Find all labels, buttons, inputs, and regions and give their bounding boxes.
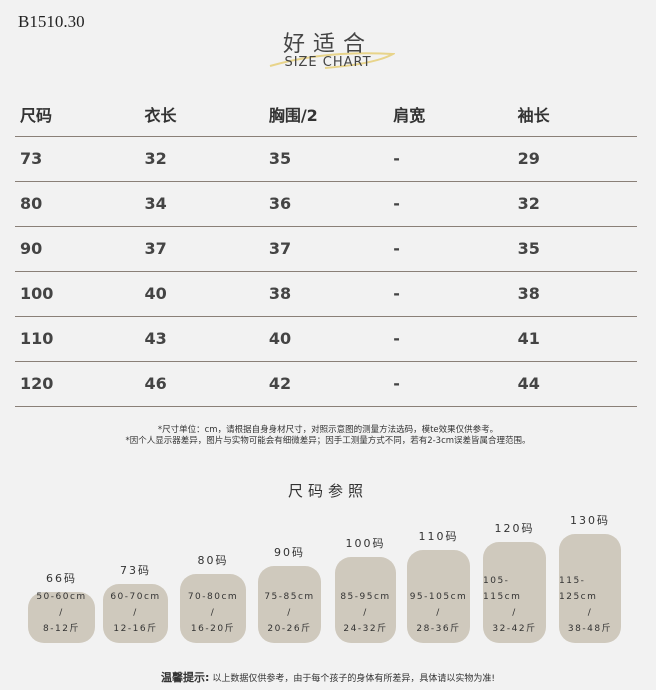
table-cell: 38 [512, 271, 637, 317]
table-row: 120 46 42-44 [15, 361, 637, 407]
table-cell: 37 [263, 226, 389, 272]
ref-weight: 20-26斤 [267, 624, 312, 634]
table-row: 110 43 40-41 [15, 316, 637, 362]
table-cell: 29 [512, 136, 637, 182]
size-label: 100码 [345, 537, 386, 550]
table-cell: 41 [512, 316, 637, 362]
ref-height: 50-60cm [36, 592, 87, 602]
product-code: B1510.30 [18, 12, 85, 31]
table-cell: - [388, 271, 513, 317]
table-cell: 32 [139, 136, 264, 182]
ref-sep: / [287, 608, 292, 618]
size-label: 120码 [494, 522, 535, 535]
col-header: 衣长 [139, 93, 264, 137]
ref-height: 75-85cm [264, 592, 315, 602]
reference-title: 尺码参照 [287, 482, 368, 500]
size-reference-card: 60-70cm / 12-16斤 [103, 584, 168, 643]
size-label: 130码 [570, 514, 610, 527]
ref-sep: / [436, 608, 441, 618]
table-cell: 42 [263, 361, 389, 407]
size-reference-card: 75-85cm / 20-26斤 [258, 566, 321, 643]
size-reference-card: 70-80cm / 16-20斤 [180, 574, 246, 643]
table-cell: 36 [263, 181, 389, 227]
size-reference-card: 105-115cm / 32-42斤 [483, 542, 546, 643]
table-cell: 40 [139, 271, 264, 317]
ref-sep: / [210, 608, 216, 618]
title-english: SIZE CHART [284, 55, 372, 70]
ref-weight: 16-20斤 [190, 624, 236, 634]
table-row: 80 34 36-32 [15, 181, 637, 227]
title-chinese: 好适合 [282, 32, 373, 57]
ref-sep: / [59, 608, 64, 618]
size-reference-card: 50-60cm / 8-12斤 [28, 592, 95, 643]
table-cell: 38 [263, 271, 389, 317]
table-row: 73 32 35-29 [15, 136, 637, 182]
ref-sep: / [133, 608, 138, 618]
ref-height: 85-95cm [340, 592, 391, 602]
table-cell: 100 [15, 271, 140, 317]
table-cell: 73 [15, 136, 140, 182]
table-cell: 80 [15, 181, 140, 227]
table-cell: 35 [263, 136, 389, 182]
size-label: 66码 [46, 572, 77, 585]
table-cell: - [388, 316, 513, 362]
col-header: 袖长 [512, 93, 637, 137]
ref-height: 95-105cm [409, 592, 468, 602]
table-cell: 44 [512, 361, 637, 407]
table-cell: 43 [139, 316, 264, 362]
ref-height: 60-70cm [110, 592, 161, 602]
ref-weight: 28-36斤 [416, 624, 461, 634]
table-cell: 40 [263, 316, 389, 362]
note-1: *尺寸单位：cm，请根据自身身材尺寸，对照示意图的测量方法选码，模te效果仅供参… [157, 425, 499, 435]
col-header: 肩宽 [388, 93, 513, 137]
table-cell: - [388, 181, 513, 227]
table-cell: 35 [512, 226, 637, 272]
table-cell: 110 [15, 316, 140, 362]
table-cell: 120 [15, 361, 140, 407]
ref-sep: / [363, 608, 368, 618]
size-label: 73码 [120, 564, 151, 577]
table-cell: 34 [139, 181, 264, 227]
ref-height: 105-115cm [483, 576, 522, 602]
table-cell: - [388, 361, 513, 407]
ref-sep: / [512, 608, 517, 618]
ref-height: 115-125cm [559, 576, 598, 602]
table-cell: 37 [139, 226, 264, 272]
table-cell: - [388, 226, 513, 272]
table-cell: - [388, 136, 513, 182]
size-label: 110码 [418, 530, 459, 543]
tip: 温馨提示: 以上数据仅供参考，由于每个孩子的身体有所差异，具体请以实物为准! [0, 669, 656, 685]
size-reference-card: 95-105cm / 28-36斤 [407, 550, 470, 643]
table-row: 100 40 38-38 [15, 271, 637, 317]
table-cell: 46 [139, 361, 264, 407]
size-label: 90码 [274, 546, 305, 559]
table-row: 90 37 37-35 [15, 226, 637, 272]
ref-sep: / [587, 608, 593, 618]
ref-weight: 32-42斤 [492, 624, 537, 634]
size-table: 尺码 衣长 胸围/2 肩宽 袖长 73 32 35-29 80 34 36-32 90 37 3… [15, 93, 637, 407]
ref-height: 70-80cm [187, 592, 239, 602]
ref-weight: 12-16斤 [113, 624, 158, 634]
table-cell: 90 [15, 226, 140, 272]
ref-weight: 8-12斤 [43, 624, 80, 634]
table-cell: 32 [512, 181, 637, 227]
tip-text: 以上数据仅供参考，由于每个孩子的身体有所差异，具体请以实物为准! [212, 674, 495, 684]
col-header: 胸围/2 [263, 93, 389, 137]
size-label: 80码 [197, 554, 229, 567]
ref-weight: 38-48斤 [567, 624, 613, 634]
swoosh-decoration [269, 52, 395, 69]
tip-label: 温馨提示: [161, 671, 210, 684]
note-2: *因个人显示器差异，图片与实物可能会有细微差异；因手工测量方式不同，若有2-3c… [125, 436, 531, 446]
col-header: 尺码 [15, 93, 140, 137]
ref-weight: 24-32斤 [343, 624, 388, 634]
size-reference-card: 85-95cm / 24-32斤 [335, 557, 396, 643]
table-header-row: 尺码 衣长 胸围/2 肩宽 袖长 [15, 93, 637, 137]
size-reference-card: 115-125cm / 38-48斤 [559, 534, 621, 643]
